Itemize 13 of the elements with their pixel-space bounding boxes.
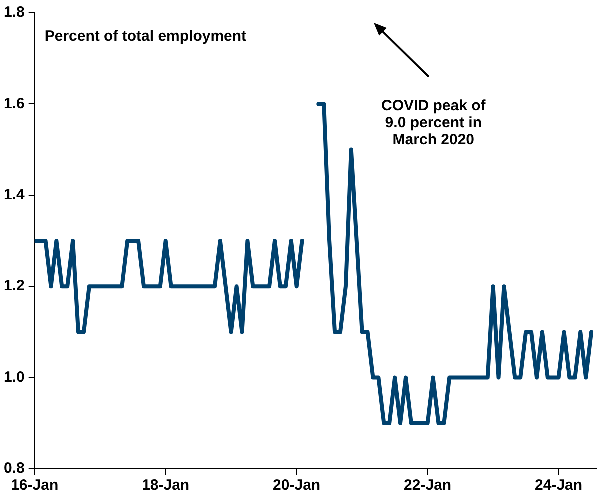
y-tick-label: 0.8 (4, 460, 25, 478)
y-tick-label: 1.2 (4, 278, 25, 295)
annotation: COVID peak of 9.0 percent in March 2020 (382, 98, 487, 149)
annotation: Percent of total employment (44, 28, 247, 45)
y-tick-label: 1.8 (4, 4, 25, 22)
y-tick-label: 1.4 (4, 186, 26, 204)
x-tick-label: 22-Jan (404, 477, 452, 494)
x-tick-label: 20-Jan (273, 477, 321, 494)
x-tick-label: 16-Jan (11, 477, 59, 494)
x-tick-label: 18-Jan (142, 477, 190, 494)
y-tick-label: 1.6 (4, 95, 25, 112)
x-tick-label: 24-Jan (535, 477, 583, 494)
y-tick-label: 1.0 (4, 368, 25, 386)
